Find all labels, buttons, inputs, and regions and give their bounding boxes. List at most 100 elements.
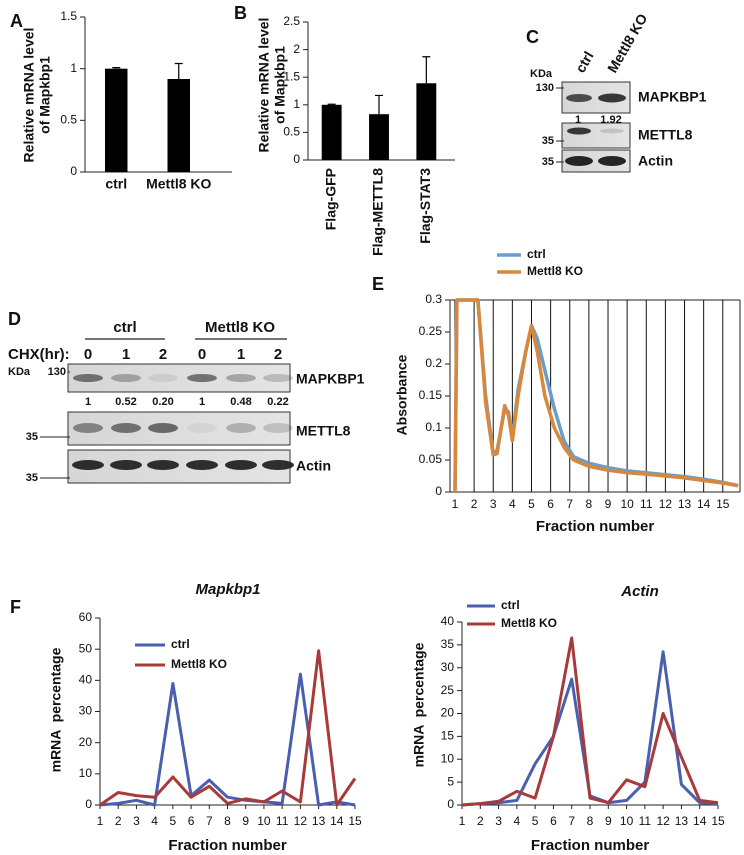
bar [167,79,190,172]
blot-band [262,460,294,470]
x-tick-label: 4 [514,814,521,828]
blot-band [187,374,217,382]
blot-band [111,374,141,382]
quantification: 1 [575,114,581,126]
x-tick-label: Flag-METTL8 [370,168,386,256]
series-line [453,298,739,493]
x-tick-label: 13 [675,814,689,828]
series-line [453,298,739,493]
y-tick-label: 0.1 [425,420,442,434]
lane-label: 0 [84,346,92,363]
x-tick-label: 2 [471,497,478,511]
x-axis-label: Fraction number [531,837,650,854]
blot-band [226,374,256,382]
y-tick-label: 1.5 [60,9,77,23]
legend-label: Mettl8 KO [171,657,227,671]
x-tick-label: 12 [659,497,673,511]
blot-band [263,374,293,382]
x-tick-label: 15 [711,814,725,828]
y-tick-label: 35 [441,637,455,651]
y-tick-label: 2.5 [283,14,300,28]
protein-label: MAPKBP1 [296,371,365,387]
x-tick-label: 10 [257,814,271,828]
panel-letter: B [234,3,247,23]
blot-strip [561,122,631,149]
series-line [99,649,357,807]
protein-label: Actin [638,153,673,169]
blot-strip [561,149,631,173]
x-axis-label: Fraction number [168,837,287,854]
blot-band [73,423,103,433]
x-axis-label: Fraction number [536,518,655,535]
blot-band [186,460,218,470]
error-bar [112,67,121,69]
x-tick-label: 2 [477,814,484,828]
lane-label: 2 [274,346,282,363]
blot-band [110,460,142,470]
blot-band [600,128,624,134]
y-tick-label: 5 [447,774,454,788]
bar [105,68,128,172]
x-tick-label: 5 [532,814,539,828]
y-tick-label: 0 [435,484,442,498]
x-tick-label: 8 [224,814,231,828]
blot-band [565,156,593,166]
y-axis-label: Relative mRNA level [21,28,37,163]
error-bar [375,94,383,115]
x-tick-label: ctrl [105,176,127,192]
y-tick-label: 2 [293,42,300,56]
x-tick-label: 3 [133,814,140,828]
lane-label: 1 [237,346,245,363]
y-tick-label: 15 [441,729,455,743]
y-tick-label: 0 [447,797,454,811]
lane-label: ctrl [572,48,597,75]
y-tick-label: 0 [70,164,77,178]
x-tick-label: 15 [348,814,362,828]
x-tick-label: 14 [693,814,707,828]
protein-label: METTL8 [638,127,693,143]
series-line [99,672,356,807]
legend-label: ctrl [527,247,546,261]
blot-band [598,93,626,103]
blot-band [148,423,178,433]
y-axis-label: of Mapkbp1 [272,46,288,124]
blot-strip [67,363,291,393]
x-tick-label: 2 [115,814,122,828]
y-axis-label: mRNA percentage [411,642,427,767]
y-tick-label: 0.3 [425,292,442,306]
group-label: Mettl8 KO [205,319,275,336]
quantification: 1 [85,396,91,408]
lane-label: 0 [198,346,206,363]
x-tick-label: 8 [587,814,594,828]
lane-label: 1 [122,346,130,363]
kda-label: KDa [8,366,31,378]
quantification: 0.20 [152,396,173,408]
panel-letter: E [372,274,384,294]
x-tick-label: 7 [566,497,573,511]
blot-band [72,460,104,470]
y-axis-label: mRNA percentage [48,647,64,772]
legend-label: ctrl [501,598,520,612]
legend-label: Mettl8 KO [501,616,557,630]
y-tick-label: 1 [70,61,77,75]
x-tick-label: 9 [605,814,612,828]
y-tick-label: 50 [79,641,93,655]
error-bar [422,56,431,84]
blot-strip [67,411,291,446]
blot-band [147,460,179,470]
x-tick-label: 9 [605,497,612,511]
y-tick-label: 30 [441,660,455,674]
y-tick-label: 10 [79,766,93,780]
legend-label: Mettl8 KO [527,264,583,278]
marker-label: 130 [48,366,66,378]
x-tick-label: 6 [550,814,557,828]
x-tick-label: 11 [639,814,652,828]
quantification: 0.22 [267,396,288,408]
bar [416,83,437,160]
x-tick-label: 3 [490,497,497,511]
lane-label: 2 [159,346,167,363]
y-tick-label: 10 [441,751,455,765]
x-tick-label: 3 [495,814,502,828]
y-tick-label: 0.2 [425,356,442,370]
x-tick-label: 10 [620,814,634,828]
